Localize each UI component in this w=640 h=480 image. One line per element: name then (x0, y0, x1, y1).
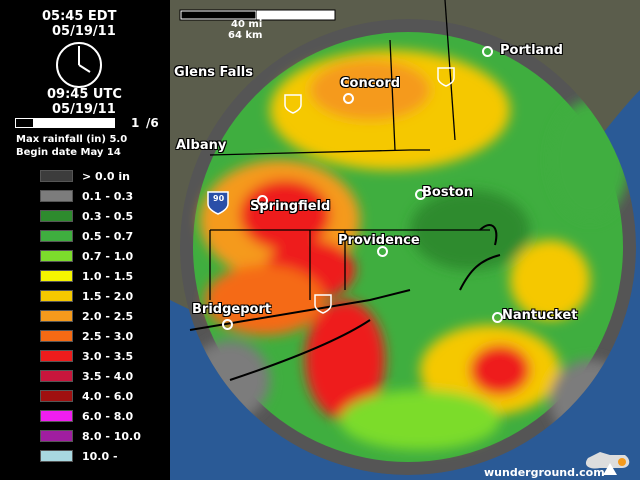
legend-swatch (40, 190, 73, 202)
city-label-springfield: Springfield (250, 199, 331, 214)
legend-label: 2.5 - 3.0 (82, 329, 134, 343)
legend-item: 0.5 - 0.7 (40, 229, 133, 243)
legend-label: 10.0 - (82, 449, 118, 463)
legend-item: 8.0 - 10.0 (40, 429, 141, 443)
local-time: 05:45 EDT (42, 9, 117, 24)
legend-item: 3.5 - 4.0 (40, 369, 133, 383)
state-borders (209, 0, 490, 300)
city-dot-nantucket (492, 312, 503, 323)
frame-number: 1 (131, 116, 140, 130)
sidebar: 05:45 EDT 05/19/11 09:45 UTC 05/19/11 1 … (0, 0, 170, 480)
legend-label: 4.0 - 6.0 (82, 389, 134, 403)
radar-map: 40 mi 64 km 90 Glens Falls Portland Conc… (170, 0, 640, 480)
max-rainfall: Max rainfall (in) 5.0 (16, 134, 128, 145)
legend-label: 2.0 - 2.5 (82, 309, 134, 323)
legend-item: 3.0 - 3.5 (40, 349, 133, 363)
legend-item: 10.0 - (40, 449, 118, 463)
legend-label: 3.0 - 3.5 (82, 349, 134, 363)
city-dot-springfield (257, 195, 268, 206)
legend-label: 0.5 - 0.7 (82, 229, 134, 243)
city-label-nantucket: Nantucket (502, 308, 578, 323)
clock-icon (56, 42, 102, 88)
utc-date: 05/19/11 (52, 102, 116, 117)
city-label-portland: Portland (500, 43, 563, 58)
interstate-shield-icon (207, 191, 229, 215)
legend-label: 1.0 - 1.5 (82, 269, 134, 283)
coastline (189, 224, 501, 381)
legend-item: 0.3 - 0.5 (40, 209, 133, 223)
route-shields (284, 67, 455, 314)
legend-swatch (40, 450, 73, 462)
legend-item: 2.5 - 3.0 (40, 329, 133, 343)
legend-swatch (40, 410, 73, 422)
legend-item: 1.5 - 2.0 (40, 289, 133, 303)
legend-swatch (40, 310, 73, 322)
legend-item: 6.0 - 8.0 (40, 409, 133, 423)
legend-label: 0.7 - 1.0 (82, 249, 134, 263)
frame-progress-fill (16, 119, 33, 127)
city-label-albany: Albany (176, 138, 227, 153)
city-label-glens-falls: Glens Falls (174, 65, 254, 80)
credit-text: wunderground.com (484, 466, 605, 479)
city-dot-bridgeport (222, 319, 233, 330)
city-label-providence: Providence (338, 233, 420, 248)
legend-label: 0.3 - 0.5 (82, 209, 134, 223)
scale-miles: 40 mi (231, 19, 263, 30)
legend-swatch (40, 290, 73, 302)
legend-swatch (40, 170, 73, 182)
begin-date: Begin date May 14 (16, 147, 121, 158)
legend-swatch (40, 350, 73, 362)
map-graphic (170, 0, 640, 480)
legend-label: > 0.0 in (82, 169, 130, 183)
legend-item: 0.1 - 0.3 (40, 189, 133, 203)
city-label-bridgeport: Bridgeport (192, 302, 272, 317)
legend-label: 6.0 - 8.0 (82, 409, 134, 423)
legend-swatch (40, 270, 73, 282)
legend-swatch (40, 330, 73, 342)
legend-item: > 0.0 in (40, 169, 130, 183)
radar-coverage (180, 19, 636, 475)
legend-swatch (40, 430, 73, 442)
legend-swatch (40, 210, 73, 222)
legend-swatch (40, 370, 73, 382)
legend-item: 1.0 - 1.5 (40, 269, 133, 283)
interstate-number: 90 (213, 194, 225, 203)
wunderground-logo-icon (585, 452, 630, 475)
legend-label: 3.5 - 4.0 (82, 369, 134, 383)
city-dot-boston (415, 189, 426, 200)
legend-item: 2.0 - 2.5 (40, 309, 133, 323)
city-label-concord: Concord (340, 76, 401, 91)
utc-time: 09:45 UTC (47, 87, 122, 102)
legend-swatch (40, 230, 73, 242)
local-date: 05/19/11 (52, 24, 116, 39)
city-label-boston: Boston (422, 185, 473, 200)
scale-km: 64 km (228, 30, 263, 41)
legend-label: 1.5 - 2.0 (82, 289, 134, 303)
city-dot-providence (377, 246, 388, 257)
frame-progress-bar (15, 118, 115, 128)
legend-item: 0.7 - 1.0 (40, 249, 133, 263)
legend-swatch (40, 250, 73, 262)
frame-total: /6 (146, 116, 159, 130)
legend-item: 4.0 - 6.0 (40, 389, 133, 403)
city-dot-portland (482, 46, 493, 57)
legend-label: 0.1 - 0.3 (82, 189, 134, 203)
legend-swatch (40, 390, 73, 402)
scale-bar (179, 9, 336, 21)
legend-label: 8.0 - 10.0 (82, 429, 141, 443)
city-dot-concord (343, 93, 354, 104)
